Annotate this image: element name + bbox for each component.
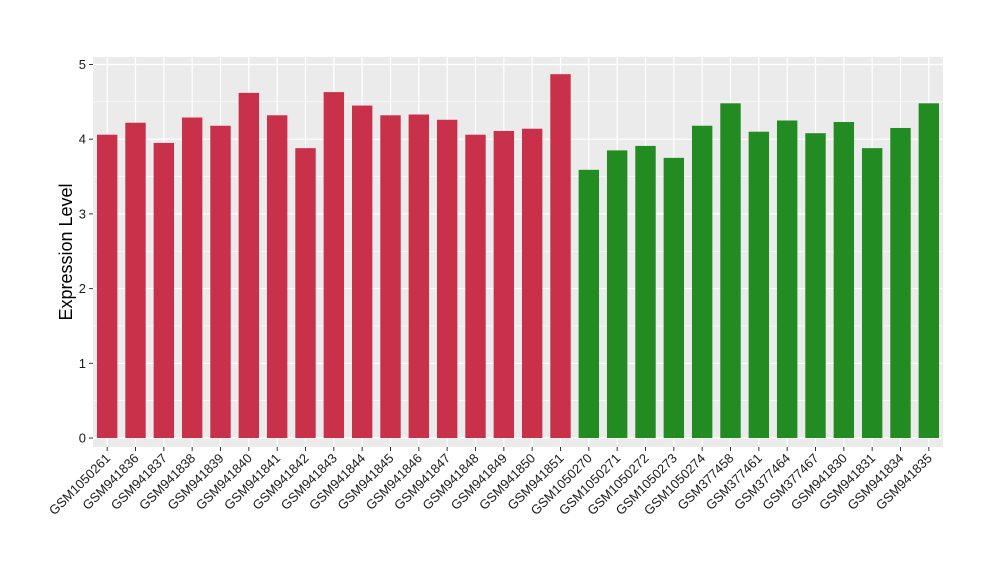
- y-tick-label: 5: [79, 57, 86, 72]
- bar-GSM941849: [493, 130, 515, 439]
- plot-panel: [93, 57, 943, 447]
- bar-GSM941834: [890, 127, 911, 439]
- bar-GSM941844: [351, 105, 373, 439]
- bar-GSM377458: [720, 103, 741, 439]
- bar-GSM941830: [833, 122, 855, 439]
- bar-GSM941839: [210, 125, 231, 439]
- bar-GSM941847: [436, 119, 458, 439]
- bar-GSM1050271: [606, 150, 628, 439]
- bar-GSM941851: [550, 74, 571, 439]
- bar-GSM941840: [238, 92, 260, 439]
- bar-GSM941848: [465, 134, 486, 439]
- bar-GSM941845: [380, 115, 401, 439]
- bar-GSM941842: [295, 148, 316, 439]
- bar-GSM941850: [521, 128, 543, 439]
- bar-GSM941838: [181, 117, 203, 439]
- y-tick-label: 3: [79, 206, 86, 221]
- bar-GSM941843: [323, 92, 345, 439]
- bar-GSM941841: [266, 115, 288, 439]
- bar-GSM377464: [776, 120, 798, 439]
- y-tick-label: 0: [79, 431, 86, 446]
- bar-GSM1050261: [96, 134, 118, 439]
- bar-GSM941846: [408, 114, 430, 439]
- bar-GSM1050274: [691, 125, 713, 439]
- y-tick-label: 1: [79, 356, 86, 371]
- bar-GSM1050273: [663, 157, 685, 439]
- bar-GSM941836: [125, 122, 146, 439]
- bar-GSM1050272: [635, 145, 656, 439]
- bar-GSM941837: [153, 142, 175, 439]
- bar-GSM377461: [748, 131, 770, 439]
- y-tick-label: 2: [79, 281, 86, 296]
- y-tick-label: 4: [79, 132, 86, 147]
- bar-GSM377467: [805, 133, 826, 439]
- bars: [96, 74, 940, 439]
- bar-GSM941835: [918, 103, 940, 439]
- y-axis: 0 1 2 3 4 5: [79, 57, 93, 446]
- y-axis-title: Expression Level: [56, 183, 76, 320]
- bar-GSM941831: [861, 148, 883, 439]
- bar-GSM1050270: [578, 169, 600, 439]
- x-axis: GSM1050261GSM941836GSM941837GSM941838GSM…: [46, 447, 935, 518]
